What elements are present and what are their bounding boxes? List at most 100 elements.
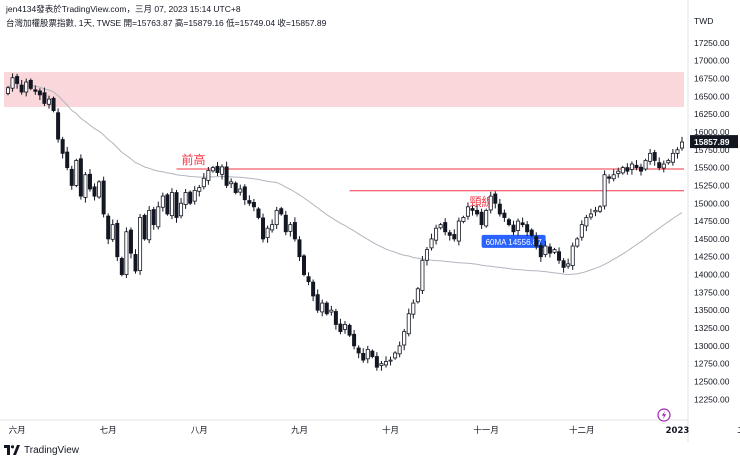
candle	[24, 78, 29, 97]
candle-body	[661, 163, 666, 169]
candle	[65, 146, 70, 171]
candle-body	[607, 176, 612, 179]
candle-body	[675, 149, 680, 154]
price-tick-label: 16750.00	[694, 73, 730, 83]
candle	[397, 341, 402, 358]
candle-body	[547, 246, 552, 254]
candle-body	[379, 363, 384, 366]
candle-body	[497, 203, 502, 215]
candle-body	[283, 214, 288, 233]
candle	[265, 225, 270, 243]
candle-body	[274, 209, 279, 226]
candle-body	[370, 350, 375, 357]
time-axis[interactable]: 六月七月八月九月十月十一月十二月2023二月三月	[9, 425, 740, 436]
candle	[639, 163, 644, 176]
candle	[138, 214, 143, 275]
last-price-label: 15857.89	[694, 137, 730, 147]
candle-body	[297, 239, 302, 258]
candle-body	[46, 98, 51, 105]
candle-body	[206, 170, 211, 181]
candle	[115, 219, 120, 262]
candle	[429, 233, 434, 251]
candle-body	[584, 217, 589, 227]
candle	[60, 136, 65, 159]
candle	[302, 254, 307, 277]
resistance-zone	[4, 72, 684, 108]
lightning-button[interactable]	[657, 408, 671, 422]
candle	[315, 289, 320, 313]
candle-body	[28, 79, 33, 89]
candle	[406, 308, 411, 337]
candle-body	[279, 208, 284, 215]
candle-body	[365, 349, 370, 360]
candle-body	[251, 201, 256, 208]
candle-body	[24, 81, 29, 93]
candle	[97, 180, 102, 199]
candles-layer	[6, 73, 685, 371]
candle	[261, 213, 266, 243]
candle-body	[261, 217, 266, 240]
price-tick-label: 14500.00	[694, 234, 730, 244]
candle	[538, 242, 543, 262]
candle-body	[224, 166, 229, 186]
candle-body	[265, 227, 270, 239]
candle-body	[602, 174, 607, 207]
price-tick-label: 12750.00	[694, 359, 730, 369]
candle	[566, 258, 571, 269]
candle-body	[374, 356, 379, 368]
candle	[625, 163, 630, 175]
candle-body	[502, 212, 507, 218]
candle	[557, 247, 562, 264]
candle-body	[56, 112, 61, 140]
candle	[520, 217, 525, 228]
candle-body	[516, 220, 521, 231]
candle	[365, 345, 370, 364]
candle-body	[639, 166, 644, 172]
candle-body	[78, 158, 83, 197]
candle-body	[92, 186, 97, 197]
candle-body	[438, 224, 443, 229]
candle-body	[133, 254, 138, 272]
candle-body	[456, 220, 461, 242]
candle	[197, 184, 202, 197]
candle-body	[470, 208, 475, 211]
time-tick-label: 九月	[291, 426, 308, 436]
candle-body	[37, 90, 42, 96]
candle-body	[652, 152, 657, 161]
ma-badge[interactable]	[481, 234, 546, 248]
candle	[680, 136, 685, 151]
candle	[311, 279, 316, 302]
candle	[361, 348, 366, 363]
candle-body	[552, 249, 557, 253]
candle	[479, 208, 484, 229]
last-price-badge[interactable]	[690, 135, 738, 149]
time-tick-label: 七月	[100, 426, 117, 436]
candle	[666, 158, 671, 165]
candle	[506, 217, 511, 227]
candle-body	[543, 245, 548, 255]
candle-body	[174, 192, 179, 218]
candle-body	[288, 224, 293, 232]
candle	[374, 352, 379, 371]
candle-body	[434, 227, 439, 241]
candle	[561, 258, 566, 273]
candle-body	[429, 238, 434, 249]
price-tick-label: 15750.00	[694, 145, 730, 155]
candle	[56, 108, 61, 143]
tradingview-logo-icon	[4, 445, 20, 455]
price-axis[interactable]: 12250.00 12500.00 12750.00 13000.00 13250.00…	[690, 38, 738, 404]
candle-body	[598, 206, 603, 212]
candle-body	[520, 222, 525, 226]
candle-body	[461, 217, 466, 222]
ma-badge-label: 60MA 14556.87	[486, 238, 543, 247]
candle-body	[51, 97, 56, 111]
candle	[46, 95, 51, 109]
price-tick-label: 15500.00	[694, 163, 730, 173]
candle-body	[151, 209, 156, 226]
candle-body	[320, 302, 325, 313]
candle-body	[306, 276, 311, 283]
candle-body	[338, 323, 343, 332]
candle	[534, 232, 539, 250]
